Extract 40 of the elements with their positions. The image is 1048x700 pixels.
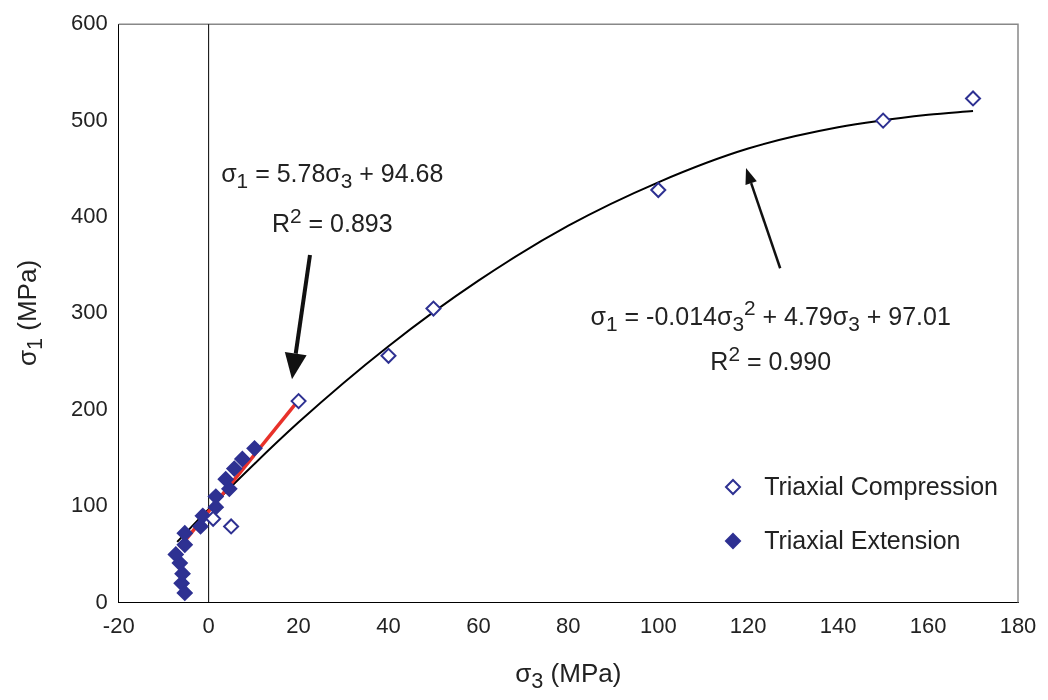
y-tick-label: 0 [95, 588, 108, 614]
point [290, 393, 307, 410]
point [246, 440, 263, 457]
point [226, 460, 243, 477]
legend-label: Triaxial Extension [764, 526, 961, 556]
x-tick-label: 100 [639, 612, 677, 638]
legend-label: Triaxial Compression [764, 472, 998, 502]
x-tick-label: 20 [286, 612, 311, 638]
x-tick-label: 60 [466, 612, 491, 638]
point [234, 450, 251, 467]
x-axis-title: σ$_{3}$ (MPa) [515, 658, 622, 695]
point [425, 300, 442, 317]
point [194, 507, 211, 524]
x-tick-label: 80 [556, 612, 581, 638]
annotation: R$^{2}$ = 0.893 [271, 203, 393, 239]
point [380, 347, 397, 364]
y-tick-label: 600 [70, 10, 108, 36]
x-tick-label: -20 [102, 612, 135, 638]
y-tick-label: 300 [70, 299, 108, 325]
point [650, 182, 667, 199]
annotation: R$^{2}$ = 0.990 [710, 341, 832, 376]
x-tick-label: 160 [909, 612, 947, 638]
point [167, 546, 184, 563]
annotation: σ$_{1}$ = -0.014σ$_{3}$$^{2}$ + 4.79σ$_{3}$ + 97.01 [590, 296, 951, 336]
point [875, 112, 892, 129]
annotation: σ$_{1}$ = 5.78σ$_{3}$ + 94.68 [221, 158, 444, 193]
y-tick-label: 200 [70, 395, 108, 421]
point [965, 90, 982, 107]
point [223, 518, 240, 535]
point [205, 510, 222, 527]
x-tick-label: 40 [376, 612, 401, 638]
point [176, 536, 193, 553]
x-tick-label: 0 [202, 612, 215, 638]
point [217, 471, 234, 488]
y-tick-label: 400 [70, 203, 108, 229]
x-tick-label: 180 [999, 612, 1037, 638]
y-tick-label: 500 [70, 106, 108, 132]
x-tick-label: 120 [729, 612, 767, 638]
y-tick-label: 100 [70, 492, 108, 518]
x-tick-label: 140 [819, 612, 857, 638]
